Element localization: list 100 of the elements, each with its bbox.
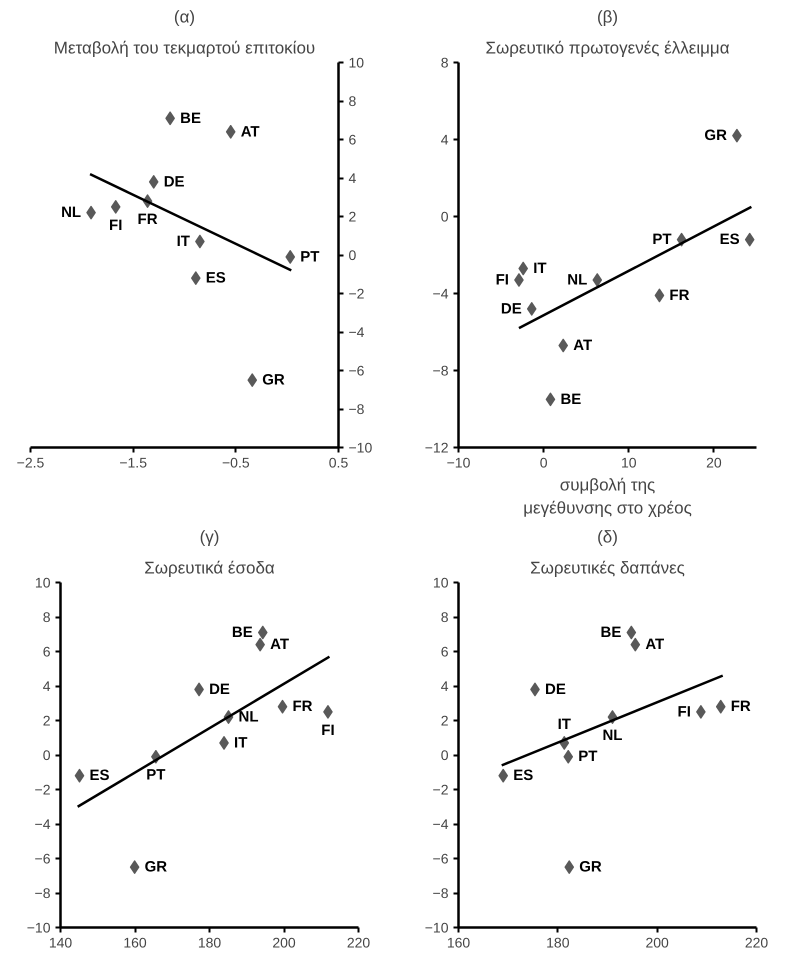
- annotation: PT: [146, 766, 166, 784]
- chart-subtitle: Σωρευτικές δαπάνες: [530, 558, 685, 578]
- y-tick-label: −6: [432, 850, 449, 866]
- annotation: PT: [652, 231, 672, 248]
- x-tick-label: 0: [540, 454, 548, 470]
- y-tick-label: −10: [348, 440, 372, 456]
- annotation: GR: [704, 127, 728, 144]
- annotation: ES: [89, 767, 110, 784]
- y-tick-label: 8: [440, 609, 449, 625]
- point: [285, 250, 296, 264]
- point: [518, 261, 528, 276]
- chart-title: (γ): [200, 528, 220, 546]
- x-tick-label: 160: [446, 934, 470, 950]
- x-tick-label: 220: [346, 934, 370, 950]
- annotation: NL: [567, 272, 588, 289]
- y-tick-label: −12: [424, 440, 449, 456]
- annotation: IT: [234, 734, 248, 752]
- y-tick-label: 4: [348, 170, 356, 186]
- point: [564, 860, 574, 874]
- annotation: FI: [678, 703, 691, 720]
- annotation: AT: [240, 123, 260, 140]
- annotation: DE: [209, 680, 230, 698]
- chart-subtitle: Σωρευτικά έσοδα: [144, 558, 275, 578]
- annotation: PT: [578, 748, 598, 766]
- y-tick-label: −4: [348, 324, 365, 340]
- annotation: BE: [560, 390, 582, 408]
- y-tick-label: −4: [34, 816, 51, 832]
- y-tick-label: 10: [34, 574, 51, 590]
- x-tick-label: −1.5: [119, 454, 148, 470]
- annotation: ES: [720, 231, 740, 248]
- annotation: NL: [238, 708, 258, 726]
- y-tick-label: 8: [440, 54, 449, 70]
- chart-subtitle: Μεταβολή του τεκμαρτού επιτοκίου: [54, 38, 316, 58]
- annotation: GR: [579, 858, 602, 876]
- y-tick-label: −4: [432, 286, 449, 302]
- x-tick-label: 220: [744, 934, 768, 950]
- point: [226, 124, 236, 139]
- annotation: ES: [513, 767, 534, 784]
- y-tick-label: 8: [42, 609, 51, 625]
- x-tick-label: 180: [198, 934, 222, 950]
- point: [247, 373, 258, 388]
- annotation: AT: [270, 636, 290, 654]
- point: [148, 174, 159, 189]
- y-tick-label: 4: [440, 132, 449, 148]
- y-tick-label: 6: [348, 132, 356, 148]
- x-tick-label: 140: [48, 934, 72, 950]
- y-tick-label: 0: [42, 747, 51, 763]
- y-tick-label: −8: [348, 401, 365, 417]
- y-tick-label: −2: [348, 286, 365, 302]
- y-tick-label: −6: [34, 850, 51, 866]
- annotation: ES: [206, 270, 226, 287]
- annotation: NL: [61, 204, 82, 222]
- annotation: FI: [109, 216, 122, 234]
- annotation: FI: [321, 722, 335, 739]
- annotation: FR: [138, 211, 158, 228]
- y-tick-label: −10: [424, 920, 449, 936]
- point: [563, 750, 574, 764]
- point: [716, 700, 726, 714]
- y-tick-label: −8: [432, 885, 449, 901]
- y-tick-label: −10: [26, 920, 51, 936]
- point: [630, 638, 640, 652]
- y-tick-label: 8: [348, 93, 356, 109]
- point: [592, 273, 602, 288]
- annotation: IT: [558, 716, 571, 733]
- annotation: FR: [730, 698, 751, 716]
- y-tick-label: 10: [432, 574, 449, 590]
- y-tick-label: −8: [432, 362, 449, 378]
- annotation: FI: [496, 272, 509, 289]
- annotation: BE: [600, 624, 622, 642]
- annotation: GR: [144, 858, 168, 876]
- x-tick-label: 200: [272, 934, 296, 950]
- x-tick-label: 180: [546, 934, 570, 950]
- point: [744, 232, 755, 247]
- x-tick-label: 160: [123, 934, 147, 950]
- chart-subtitle: Σωρευτικό πρωτογενές έλλειμμα: [485, 38, 730, 58]
- annotation: BE: [180, 110, 201, 127]
- point: [258, 626, 268, 640]
- y-tick-label: 0: [440, 747, 449, 763]
- x-tick-label: 0.5: [328, 454, 348, 470]
- y-tick-label: 2: [348, 208, 356, 224]
- annotation: IT: [176, 233, 190, 250]
- annotation: IT: [533, 260, 547, 277]
- annotation: PT: [300, 248, 320, 266]
- annotation: AT: [573, 336, 592, 354]
- annotation: FR: [292, 698, 313, 716]
- y-tick-label: 6: [42, 644, 51, 660]
- y-tick-label: −8: [34, 885, 51, 901]
- annotation: DE: [544, 680, 566, 698]
- y-tick-label: 2: [42, 712, 51, 728]
- x-tick-label: 200: [645, 934, 670, 950]
- chart-title: (β): [596, 8, 618, 26]
- x-tick-label: −2.5: [16, 454, 45, 470]
- point: [110, 200, 121, 214]
- y-tick-label: −4: [432, 816, 449, 832]
- y-tick-label: −6: [348, 362, 365, 378]
- y-tick-label: 4: [42, 678, 51, 694]
- point: [558, 338, 568, 352]
- x-tick-label: −0.5: [222, 454, 250, 470]
- annotation: AT: [645, 636, 664, 654]
- y-tick-label: −2: [432, 782, 449, 798]
